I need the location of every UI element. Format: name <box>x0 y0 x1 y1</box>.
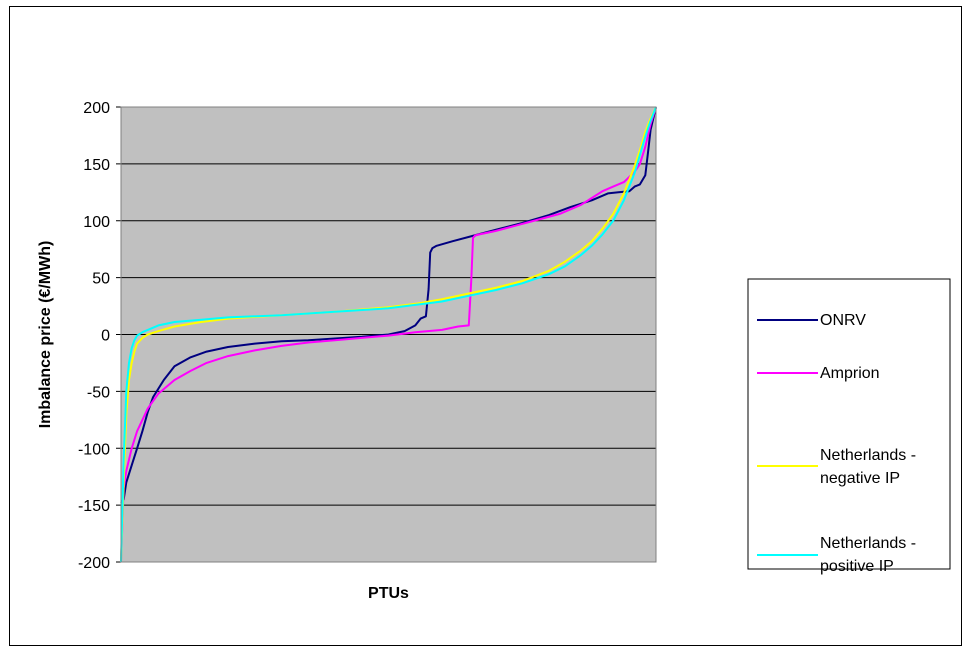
y-tick-label: -50 <box>87 384 110 401</box>
x-axis-title: PTUs <box>368 585 409 602</box>
series-line-2 <box>120 106 657 563</box>
legend-label-2: Netherlands -negative IP <box>820 447 916 487</box>
legend-label-1: Amprion <box>820 365 880 382</box>
y-tick-label: -150 <box>78 498 110 515</box>
series-group <box>120 106 657 563</box>
y-axis-ticks: 200 150 100 50 0 -50 -100 -150 -200 <box>78 100 121 572</box>
legend-label-0: ONRV <box>820 312 866 329</box>
y-tick-label: 200 <box>83 100 110 117</box>
legend: ONRV Amprion Netherlands -negative IP Nethe… <box>747 278 951 575</box>
y-tick-label: 150 <box>83 157 110 174</box>
y-tick-label: 100 <box>83 214 110 231</box>
y-tick-label: 50 <box>92 271 110 288</box>
y-axis-title: Imbalance price (€/MWh) <box>37 241 54 429</box>
series-line-3 <box>120 106 657 563</box>
y-tick-label: 0 <box>101 328 110 345</box>
plot-border <box>120 106 657 563</box>
chart: 200 150 100 50 0 -50 -100 -150 -200 Imbalance pr… <box>37 100 951 602</box>
y-tick-label: -100 <box>78 441 110 458</box>
legend-label-3: Netherlands -positive IP <box>820 535 916 575</box>
series-line-1 <box>120 106 657 563</box>
legend-box <box>747 278 951 570</box>
series-line-0 <box>120 106 657 504</box>
y-tick-label: -200 <box>78 555 110 572</box>
